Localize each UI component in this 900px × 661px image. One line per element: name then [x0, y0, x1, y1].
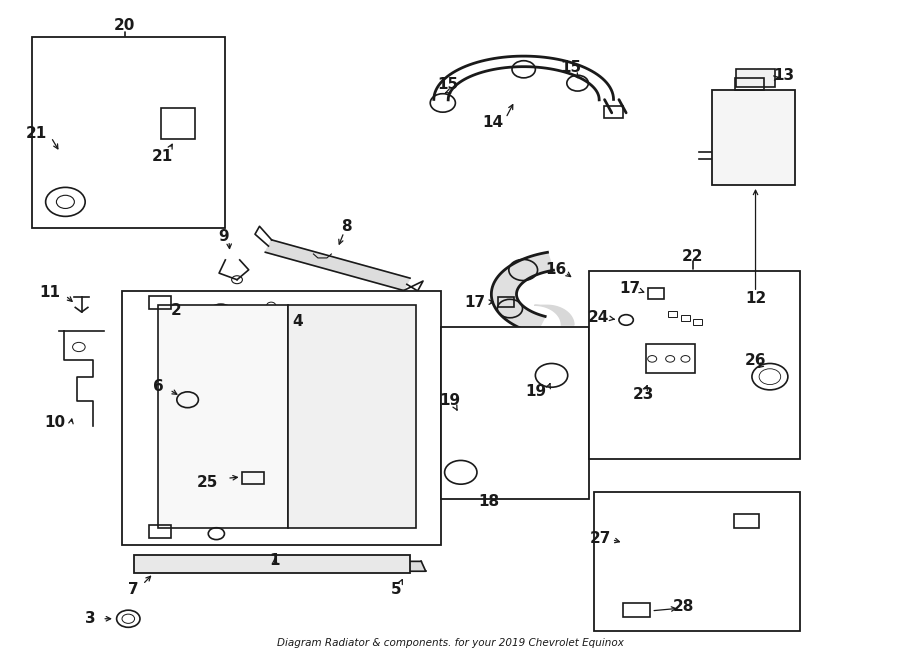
Bar: [624, 603, 651, 617]
Bar: [594, 492, 800, 631]
Bar: [134, 555, 410, 573]
Text: 19: 19: [526, 383, 547, 399]
Bar: [735, 78, 763, 90]
Text: 7: 7: [129, 582, 139, 597]
Text: 8: 8: [341, 219, 352, 234]
Bar: [693, 319, 702, 325]
Bar: [241, 472, 264, 484]
Text: 20: 20: [114, 18, 135, 32]
Text: 21: 21: [152, 149, 173, 164]
Polygon shape: [535, 305, 574, 325]
Bar: [149, 525, 171, 538]
Bar: [646, 344, 696, 373]
Text: 22: 22: [682, 249, 704, 264]
Bar: [604, 106, 624, 118]
Text: Diagram Radiator & components. for your 2019 Chevrolet Equinox: Diagram Radiator & components. for your …: [276, 639, 624, 648]
Bar: [590, 271, 800, 459]
Text: 6: 6: [153, 379, 163, 394]
Text: 26: 26: [745, 354, 766, 368]
Bar: [681, 315, 690, 321]
Bar: [288, 305, 416, 528]
Text: 9: 9: [218, 229, 229, 244]
Text: 15: 15: [561, 60, 582, 75]
Text: 3: 3: [86, 611, 96, 626]
Bar: [160, 108, 194, 139]
Bar: [149, 295, 171, 309]
Polygon shape: [619, 517, 748, 600]
Bar: [498, 297, 514, 307]
Polygon shape: [491, 253, 554, 334]
Bar: [648, 288, 664, 299]
Polygon shape: [396, 561, 426, 571]
Text: 18: 18: [478, 494, 500, 510]
Bar: [669, 311, 678, 317]
Text: 17: 17: [464, 295, 486, 309]
Text: 15: 15: [437, 77, 459, 92]
Text: 24: 24: [588, 310, 609, 325]
Text: 14: 14: [482, 115, 504, 130]
Bar: [32, 37, 225, 228]
Text: 2: 2: [170, 303, 181, 318]
Bar: [158, 305, 288, 528]
Text: 10: 10: [44, 415, 65, 430]
Text: 4: 4: [292, 314, 302, 329]
Text: 1: 1: [269, 553, 280, 568]
Text: 13: 13: [774, 67, 795, 83]
Text: 19: 19: [439, 393, 461, 408]
Bar: [441, 327, 590, 498]
Text: 16: 16: [545, 262, 567, 277]
Text: 17: 17: [619, 282, 640, 296]
Bar: [713, 90, 795, 185]
Text: 11: 11: [40, 285, 60, 299]
Text: 23: 23: [633, 387, 654, 402]
Polygon shape: [449, 372, 562, 486]
Text: 27: 27: [590, 531, 611, 546]
Polygon shape: [266, 240, 410, 290]
Text: 5: 5: [391, 582, 401, 598]
Text: 21: 21: [26, 126, 48, 141]
Bar: [122, 291, 441, 545]
Bar: [736, 69, 775, 87]
Text: 25: 25: [197, 475, 218, 490]
Text: 12: 12: [745, 292, 766, 306]
Text: 28: 28: [673, 599, 694, 613]
Bar: [734, 514, 759, 528]
